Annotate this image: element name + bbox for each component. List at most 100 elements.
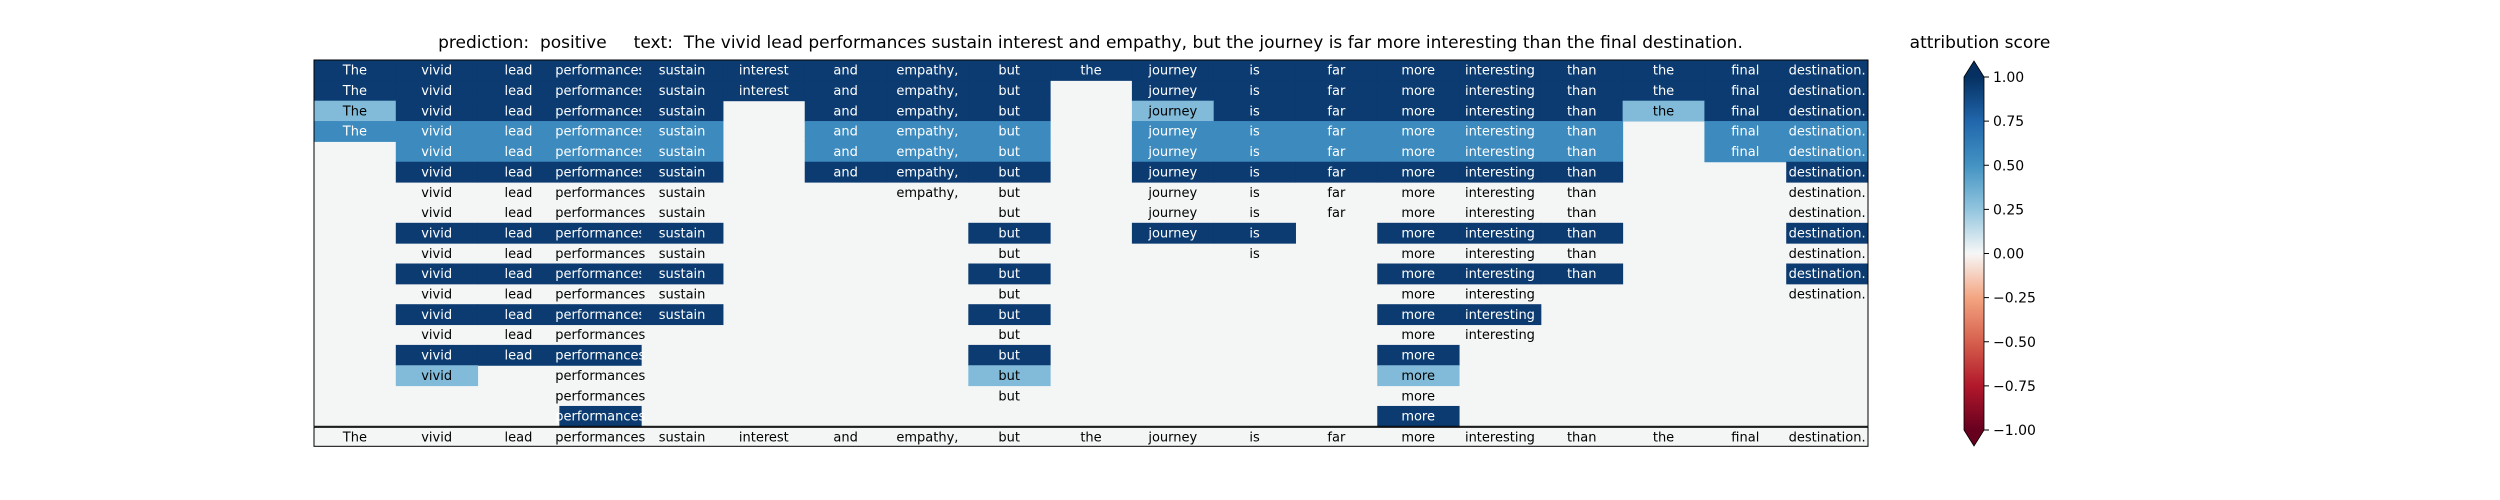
cell-token-label: destination.: [1789, 226, 1866, 241]
cell-token-label: vivid: [421, 165, 452, 180]
bottom-row-token: but: [998, 430, 1020, 445]
cell-token-label: destination.: [1789, 64, 1866, 79]
cell-token-label: lead: [505, 267, 533, 282]
heatmap-cell: [395, 100, 479, 122]
heatmap-cell: [804, 60, 888, 81]
cell-token-label: sustain: [659, 308, 706, 323]
colorbar-tick-label: 0.00: [1993, 247, 2024, 263]
heatmap-cell: [477, 161, 560, 183]
cell-token-label: sustain: [659, 145, 706, 160]
cell-token-label: performances: [555, 104, 645, 119]
heatmap-cell: [559, 100, 642, 122]
heatmap-cell: [559, 60, 642, 81]
cell-token-label: journey: [1147, 186, 1197, 201]
heatmap-cell: [1377, 344, 1460, 366]
cell-token-label: journey: [1147, 84, 1197, 99]
heatmap-cell: [395, 80, 479, 102]
cell-token-label: journey: [1147, 206, 1197, 221]
bottom-row-token: interesting: [1465, 430, 1535, 445]
colorbar-gradient: [1964, 77, 1984, 430]
heatmap-cell: [1459, 263, 1542, 285]
cell-token-label: lead: [505, 145, 533, 160]
cell-token-label: more: [1401, 125, 1435, 140]
cell-token-label: interesting: [1465, 308, 1535, 323]
cell-token-label: is: [1249, 206, 1260, 221]
cell-token-label: more: [1401, 186, 1435, 201]
heatmap-cell: [804, 141, 888, 163]
bottom-row-frame: [313, 426, 1869, 447]
heatmap-cell: [968, 365, 1051, 387]
cell-token-label: empathy,: [896, 125, 958, 140]
cell-token-label: than: [1567, 145, 1597, 160]
cell-token-label: performances: [555, 328, 645, 343]
cell-token-label: performances: [555, 410, 645, 425]
cell-token-label: The: [342, 64, 367, 79]
heatmap-cell: [1377, 222, 1460, 244]
cell-token-label: lead: [505, 206, 533, 221]
bottom-row-token: the: [1080, 430, 1101, 445]
cell-token-label: but: [998, 349, 1020, 364]
cell-token-label: final: [1731, 84, 1759, 99]
heatmap-cell: [1704, 121, 1787, 142]
heatmap-cell: [314, 100, 397, 122]
heatmap-cell: [314, 80, 397, 102]
cell-token-label: more: [1401, 145, 1435, 160]
cell-token-label: interesting: [1465, 267, 1535, 282]
heatmap-cell: [1459, 222, 1542, 244]
heatmap-cell: [886, 80, 969, 102]
cell-token-label: performances: [555, 84, 645, 99]
heatmap-cell: [968, 263, 1051, 285]
cell-token-label: empathy,: [896, 145, 958, 160]
cell-token-label: destination.: [1789, 165, 1866, 180]
heatmap-cell: [559, 344, 642, 366]
heatmap-cell: [1213, 141, 1296, 163]
cell-token-label: sustain: [659, 267, 706, 282]
heatmap-cell: [641, 100, 724, 122]
cell-token-label: performances: [555, 186, 645, 201]
heatmap-cell: [1459, 141, 1542, 163]
cell-token-label: interesting: [1465, 206, 1535, 221]
cell-token-label: performances: [555, 165, 645, 180]
cell-token-label: vivid: [421, 349, 452, 364]
heatmap-cell: [641, 161, 724, 183]
heatmap-cell: [886, 60, 969, 81]
cell-token-label: interest: [739, 84, 789, 99]
cell-token-label: performances: [555, 247, 645, 262]
cell-token-label: lead: [505, 186, 533, 201]
cell-token-label: sustain: [659, 247, 706, 262]
heatmap-cell: [1540, 263, 1624, 285]
cell-token-label: sustain: [659, 84, 706, 99]
heatmap-cell: [1786, 141, 1869, 163]
heatmap-cell: [477, 60, 560, 81]
cell-token-label: journey: [1147, 226, 1197, 241]
heatmap-cell: [1786, 222, 1869, 244]
cell-token-label: the: [1653, 104, 1674, 119]
bottom-row-token: performances: [555, 430, 645, 445]
cell-token-label: is: [1249, 247, 1260, 262]
cell-token-label: The: [342, 104, 367, 119]
cell-token-label: but: [998, 389, 1020, 404]
heatmap-cell: [968, 344, 1051, 366]
cell-token-label: sustain: [659, 206, 706, 221]
bottom-row-token: and: [833, 430, 857, 445]
cell-token-label: destination.: [1789, 104, 1866, 119]
heatmap-cell: [1131, 141, 1215, 163]
cell-token-label: vivid: [421, 226, 452, 241]
bottom-row-token: sustain: [659, 430, 706, 445]
cell-token-label: vivid: [421, 125, 452, 140]
heatmap-cell: [1786, 161, 1869, 183]
colorbar-tick-label: 1.00: [1993, 70, 2024, 86]
heatmap-cell: [641, 263, 724, 285]
bottom-row-token: empathy,: [896, 430, 958, 445]
cell-token-label: vivid: [421, 247, 452, 262]
heatmap-cell: [1540, 100, 1624, 122]
heatmap-cell: [314, 121, 397, 142]
cell-token-label: performances: [555, 125, 645, 140]
cell-token-label: lead: [505, 288, 533, 303]
colorbar-tick-label: −0.50: [1993, 335, 2036, 351]
cell-token-label: vivid: [421, 288, 452, 303]
bottom-row-token: journey: [1147, 430, 1197, 445]
heatmap-cell: [1131, 161, 1215, 183]
cell-token-label: journey: [1147, 145, 1197, 160]
cell-token-label: empathy,: [896, 165, 958, 180]
